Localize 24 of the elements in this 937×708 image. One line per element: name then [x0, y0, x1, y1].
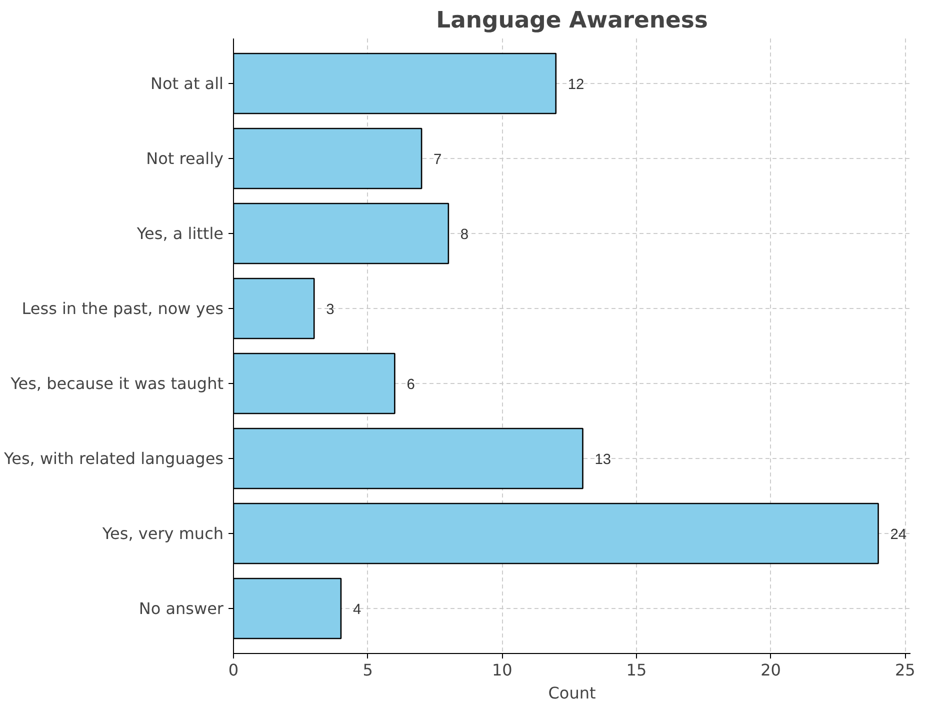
- data-label: 6: [406, 377, 415, 393]
- x-tick-label: 0: [228, 660, 239, 680]
- y-tick-label: Not really: [146, 149, 224, 168]
- chart-title: Language Awareness: [436, 8, 708, 34]
- y-tick-label: No answer: [138, 599, 224, 618]
- data-label: 3: [326, 302, 334, 318]
- x-axis-title: Count: [548, 684, 596, 702]
- data-label: 24: [890, 527, 907, 543]
- x-tick-label: 5: [362, 660, 373, 680]
- data-label: 8: [460, 227, 469, 243]
- y-tick-label: Yes, with related languages: [2, 449, 224, 468]
- y-tick-label: Yes, a little: [136, 224, 224, 243]
- data-label: 13: [594, 452, 612, 468]
- data-label: 4: [352, 602, 362, 618]
- x-tick-label: 25: [894, 660, 916, 680]
- data-label: 7: [434, 152, 442, 168]
- x-tick-label: 15: [626, 660, 647, 680]
- x-tick-label: 20: [760, 660, 781, 680]
- y-tick-label: Yes, very much: [101, 524, 224, 543]
- y-tick-label: Yes, because it was taught: [10, 374, 224, 393]
- data-label: 12: [568, 77, 584, 93]
- y-tick-label: Less in the past, now yes: [22, 299, 224, 318]
- x-tick-label: 10: [492, 660, 512, 680]
- y-tick-label: Not at all: [150, 74, 224, 93]
